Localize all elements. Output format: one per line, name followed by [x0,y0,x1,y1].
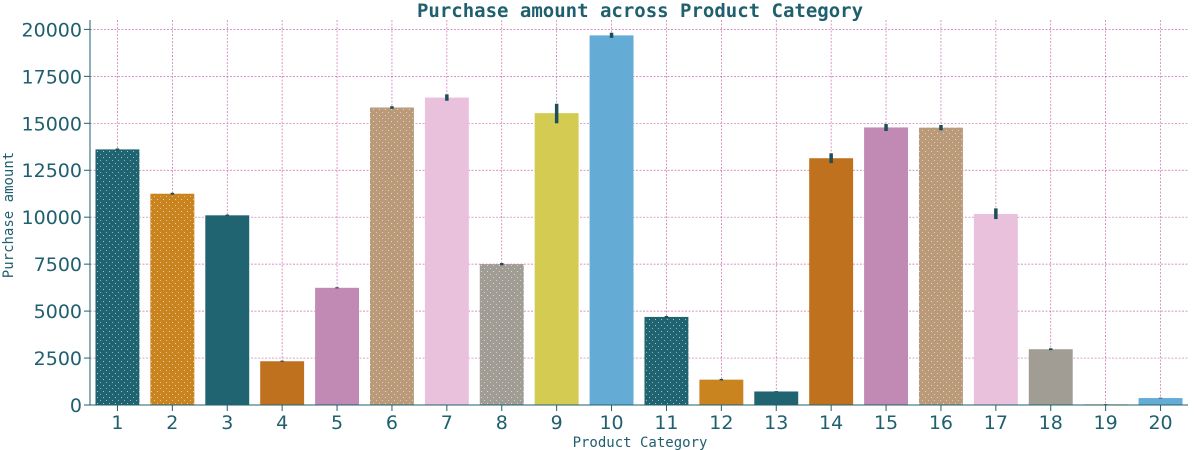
bar [809,158,854,405]
bar-texture [150,193,195,405]
bar-texture [918,127,963,406]
bar [205,215,250,405]
x-tick-label: 4 [276,412,288,434]
y-tick-label: 20000 [22,19,82,41]
bar [754,391,799,405]
x-tick-label: 13 [764,412,788,434]
x-tick-label: 1 [111,412,123,434]
bar [1028,349,1073,405]
x-tick-label: 6 [386,412,398,434]
x-tick-label: 9 [551,412,563,434]
x-tick-label: 14 [819,412,843,434]
bar [534,113,579,406]
bar [260,361,305,405]
x-tick-label: 12 [709,412,733,434]
grid [90,20,1188,406]
bar-texture [479,264,524,405]
y-tick-label: 7500 [34,254,82,276]
bar [589,35,634,406]
bar [699,379,744,405]
x-axis-label: Product Category [573,435,708,450]
y-tick-label: 12500 [22,160,82,182]
y-tick-label: 10000 [22,207,82,229]
y-tick-label: 17500 [22,66,82,88]
bar [864,127,909,406]
bars [95,32,1183,406]
x-tick-label: 10 [599,412,623,434]
x-tick-label: 11 [654,412,678,434]
bar [1138,398,1183,405]
y-axis-label: Purchase amount [1,152,17,278]
y-tick-label: 0 [70,395,82,417]
x-tick-label: 19 [1094,412,1118,434]
bar-texture [95,149,140,405]
x-tick-label: 15 [874,412,898,434]
bar-texture [644,316,689,405]
y-tick-label: 2500 [34,348,82,370]
y-tick-label: 5000 [34,301,82,323]
bar [424,97,469,405]
bar [973,214,1018,405]
y-tick-label: 15000 [22,113,82,135]
x-tick-label: 18 [1039,412,1063,434]
x-tick-label: 3 [221,412,233,434]
x-tick-label: 5 [331,412,343,434]
x-tick-label: 7 [441,412,453,434]
x-tick-label: 17 [984,412,1008,434]
bar-texture [369,107,414,405]
x-tick-label: 16 [929,412,953,434]
x-tick-label: 20 [1148,412,1172,434]
x-tick-label: 2 [166,412,178,434]
chart-title: Purchase amount across Product Category [417,0,863,22]
bar [315,287,360,405]
x-tick-label: 8 [496,412,508,434]
